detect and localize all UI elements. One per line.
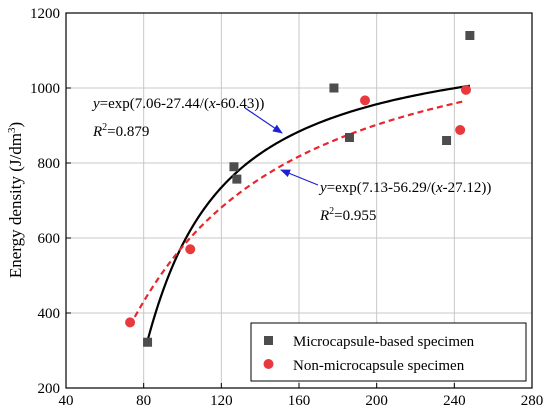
data-point-non-microcapsule [455,125,466,135]
y-tick-label: 600 [38,231,61,247]
data-point-microcapsule [442,136,452,145]
legend-label-microcapsule: Microcapsule-based specimen [293,334,475,350]
data-point-microcapsule [143,337,153,347]
data-points [125,31,475,347]
fit-1-r-squared: R2=0.879 [92,122,149,140]
x-tick-label: 40 [59,393,74,409]
y-axis-title: Energy density (J/dm3) [6,122,25,278]
x-tick-label: 240 [443,393,466,409]
data-point-non-microcapsule [360,95,371,106]
data-point-microcapsule [465,31,475,40]
fit-2-annotation: y=exp(7.13-56.29/(x-27.12)) R2=0.955 [280,169,491,224]
legend-marker-microcapsule [264,336,273,345]
fit-1-equation: y=exp(7.06-27.44/(x-60.43)) [91,96,264,112]
x-tick-label: 280 [521,393,544,409]
x-tick-label: 160 [288,393,311,409]
data-point-non-microcapsule [185,244,196,255]
fit-2-equation: y=exp(7.13-56.29/(x-27.12)) [318,180,491,196]
data-point-non-microcapsule [460,84,471,95]
data-point-non-microcapsule [125,317,136,328]
fit-curves [129,84,471,341]
data-point-microcapsule [344,133,354,142]
legend-label-non-microcapsule: Non-microcapsule specimen [293,358,465,374]
fit-curve-microcapsule [146,84,471,341]
x-tick-label: 120 [210,393,233,409]
y-axis-tick-labels: 200 400 600 800 1000 1200 [30,6,60,397]
fit-curve-non-microcapsule [129,99,467,327]
fit-2-r-squared: R2=0.955 [319,206,376,224]
x-tick-label: 200 [365,393,388,409]
y-tick-label: 1000 [30,81,60,97]
data-point-microcapsule [329,83,339,93]
y-tick-label: 1200 [30,6,60,22]
y-tick-label: 800 [38,156,61,172]
legend-box [250,322,527,382]
legend-marker-non-microcapsule [263,359,274,369]
data-point-microcapsule [232,174,242,184]
legend: Microcapsule-based specimen Non-microcap… [250,322,527,382]
fit-2-arrow [280,169,319,186]
axis-ticks [65,12,533,389]
y-tick-label: 400 [38,306,61,322]
x-axis-tick-labels: 40 80 120 160 200 240 280 [59,393,544,409]
y-tick-label: 200 [38,381,61,397]
fit-1-annotation: y=exp(7.06-27.44/(x-60.43)) R2=0.879 [91,96,283,140]
data-point-microcapsule [229,162,239,172]
fit-1-arrow [244,107,283,134]
x-tick-label: 80 [136,393,151,409]
